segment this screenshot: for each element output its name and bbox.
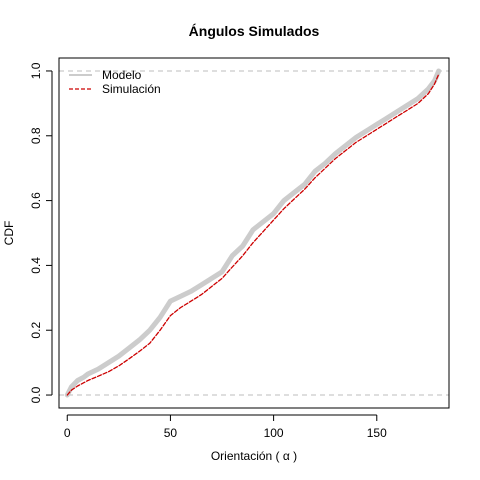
- y-tick-label-0: 0.0: [29, 386, 43, 403]
- x-tick-label-2: 100: [264, 426, 284, 440]
- x-axis: 0 50 100 150: [64, 414, 387, 440]
- y-axis-label: CDF: [2, 221, 16, 246]
- x-tick-label-0: 0: [64, 426, 71, 440]
- plot-frame: [58, 57, 450, 409]
- x-tick-label-3: 150: [367, 426, 387, 440]
- y-tick-label-3: 0.6: [29, 192, 43, 209]
- x-axis-label: Orientación ( α ): [211, 449, 297, 463]
- legend-label-modelo: Modelo: [102, 68, 142, 82]
- series-line-modelo: [64, 68, 442, 398]
- reference-lines: [59, 70, 449, 396]
- y-tick-label-2: 0.4: [29, 257, 43, 274]
- series-layer: [64, 68, 442, 398]
- series-line-simulacion: [66, 73, 440, 396]
- y-axis: 0.0 0.2 0.4 0.6 0.8 1.0: [29, 62, 53, 403]
- y-tick-label-1: 0.2: [29, 322, 43, 339]
- x-tick-label-1: 50: [164, 426, 178, 440]
- chart-title: Ángulos Simulados: [189, 23, 320, 39]
- legend-label-simulacion: Simulación: [102, 82, 161, 96]
- y-tick-label-4: 0.8: [29, 127, 43, 144]
- y-tick-label-5: 1.0: [29, 62, 43, 79]
